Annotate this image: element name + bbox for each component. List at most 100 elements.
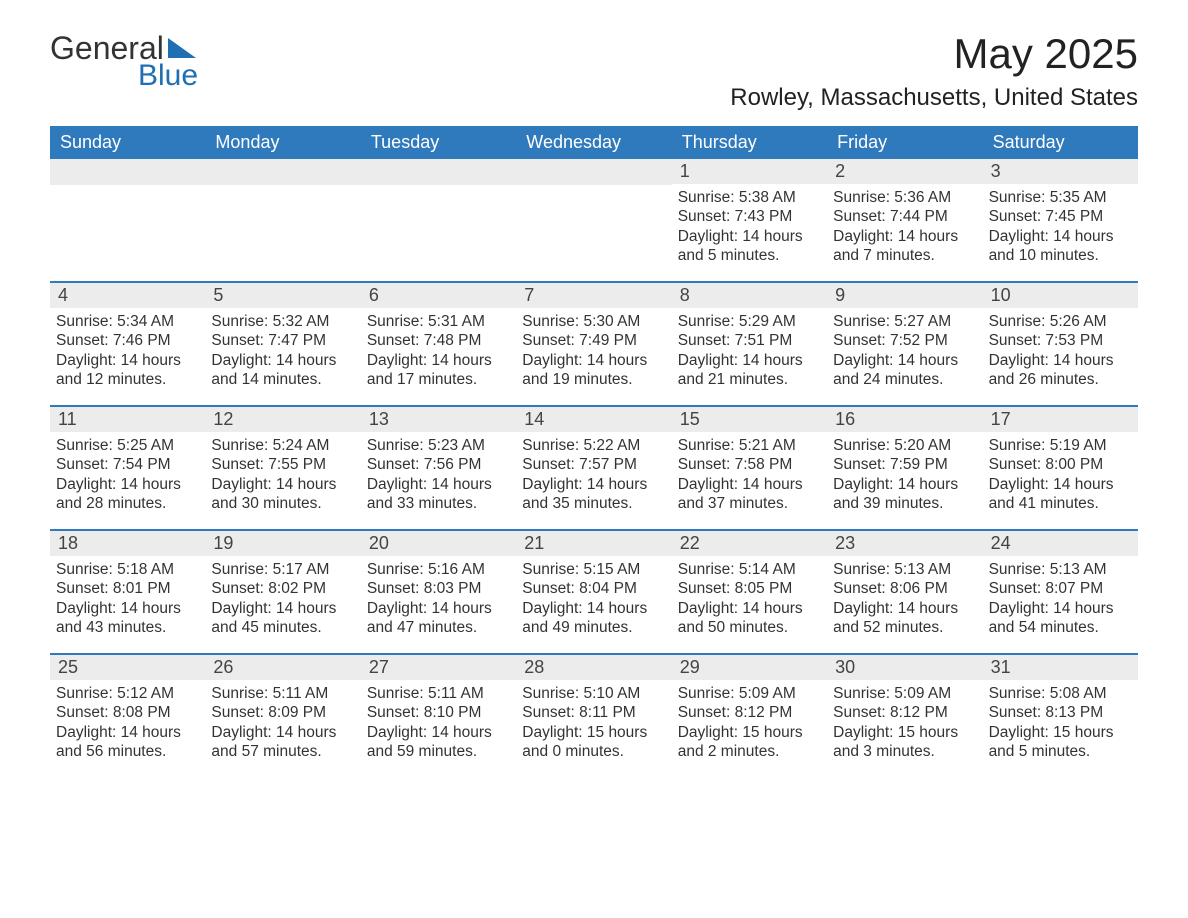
dow-cell: Tuesday xyxy=(361,126,516,159)
day-number: 10 xyxy=(983,283,1138,308)
day-cell: 16Sunrise: 5:20 AMSunset: 7:59 PMDayligh… xyxy=(827,407,982,529)
day-body: Sunrise: 5:16 AMSunset: 8:03 PMDaylight:… xyxy=(361,556,516,642)
sunset-text: Sunset: 7:47 PM xyxy=(211,331,354,350)
daylight-text: Daylight: 14 hours and 26 minutes. xyxy=(989,351,1132,390)
day-number: 29 xyxy=(672,655,827,680)
sunset-text: Sunset: 8:05 PM xyxy=(678,579,821,598)
day-number: 20 xyxy=(361,531,516,556)
daylight-text: Daylight: 14 hours and 47 minutes. xyxy=(367,599,510,638)
day-body: Sunrise: 5:12 AMSunset: 8:08 PMDaylight:… xyxy=(50,680,205,766)
day-number: 27 xyxy=(361,655,516,680)
daylight-text: Daylight: 14 hours and 5 minutes. xyxy=(678,227,821,266)
day-cell xyxy=(50,159,205,281)
daylight-text: Daylight: 14 hours and 59 minutes. xyxy=(367,723,510,762)
logo-word2: Blue xyxy=(138,59,198,93)
day-number: 8 xyxy=(672,283,827,308)
day-cell: 22Sunrise: 5:14 AMSunset: 8:05 PMDayligh… xyxy=(672,531,827,653)
day-body: Sunrise: 5:27 AMSunset: 7:52 PMDaylight:… xyxy=(827,308,982,394)
sunset-text: Sunset: 7:48 PM xyxy=(367,331,510,350)
day-body: Sunrise: 5:14 AMSunset: 8:05 PMDaylight:… xyxy=(672,556,827,642)
daylight-text: Daylight: 14 hours and 45 minutes. xyxy=(211,599,354,638)
sunset-text: Sunset: 8:03 PM xyxy=(367,579,510,598)
daylight-text: Daylight: 14 hours and 33 minutes. xyxy=(367,475,510,514)
day-cell: 19Sunrise: 5:17 AMSunset: 8:02 PMDayligh… xyxy=(205,531,360,653)
weeks-container: 1Sunrise: 5:38 AMSunset: 7:43 PMDaylight… xyxy=(50,159,1138,777)
day-of-week-header: SundayMondayTuesdayWednesdayThursdayFrid… xyxy=(50,126,1138,159)
day-cell: 27Sunrise: 5:11 AMSunset: 8:10 PMDayligh… xyxy=(361,655,516,777)
day-cell: 18Sunrise: 5:18 AMSunset: 8:01 PMDayligh… xyxy=(50,531,205,653)
sunset-text: Sunset: 8:11 PM xyxy=(522,703,665,722)
sunrise-text: Sunrise: 5:30 AM xyxy=(522,312,665,331)
day-body: Sunrise: 5:17 AMSunset: 8:02 PMDaylight:… xyxy=(205,556,360,642)
day-body: Sunrise: 5:23 AMSunset: 7:56 PMDaylight:… xyxy=(361,432,516,518)
day-cell: 29Sunrise: 5:09 AMSunset: 8:12 PMDayligh… xyxy=(672,655,827,777)
day-number: 30 xyxy=(827,655,982,680)
day-body: Sunrise: 5:30 AMSunset: 7:49 PMDaylight:… xyxy=(516,308,671,394)
day-number: 2 xyxy=(827,159,982,184)
sunset-text: Sunset: 7:54 PM xyxy=(56,455,199,474)
day-cell: 17Sunrise: 5:19 AMSunset: 8:00 PMDayligh… xyxy=(983,407,1138,529)
day-body: Sunrise: 5:38 AMSunset: 7:43 PMDaylight:… xyxy=(672,184,827,270)
month-title: May 2025 xyxy=(730,30,1138,78)
daylight-text: Daylight: 14 hours and 49 minutes. xyxy=(522,599,665,638)
day-cell: 5Sunrise: 5:32 AMSunset: 7:47 PMDaylight… xyxy=(205,283,360,405)
day-body: Sunrise: 5:26 AMSunset: 7:53 PMDaylight:… xyxy=(983,308,1138,394)
day-number: 3 xyxy=(983,159,1138,184)
day-body: Sunrise: 5:24 AMSunset: 7:55 PMDaylight:… xyxy=(205,432,360,518)
daylight-text: Daylight: 15 hours and 5 minutes. xyxy=(989,723,1132,762)
day-number: 23 xyxy=(827,531,982,556)
day-number: 28 xyxy=(516,655,671,680)
sunrise-text: Sunrise: 5:19 AM xyxy=(989,436,1132,455)
day-number: 15 xyxy=(672,407,827,432)
day-body: Sunrise: 5:11 AMSunset: 8:09 PMDaylight:… xyxy=(205,680,360,766)
sunset-text: Sunset: 8:12 PM xyxy=(833,703,976,722)
week-row: 25Sunrise: 5:12 AMSunset: 8:08 PMDayligh… xyxy=(50,653,1138,777)
sunrise-text: Sunrise: 5:11 AM xyxy=(367,684,510,703)
sunrise-text: Sunrise: 5:09 AM xyxy=(678,684,821,703)
day-number: 22 xyxy=(672,531,827,556)
day-number: 19 xyxy=(205,531,360,556)
day-body: Sunrise: 5:11 AMSunset: 8:10 PMDaylight:… xyxy=(361,680,516,766)
sunset-text: Sunset: 8:06 PM xyxy=(833,579,976,598)
week-row: 1Sunrise: 5:38 AMSunset: 7:43 PMDaylight… xyxy=(50,159,1138,281)
sunrise-text: Sunrise: 5:26 AM xyxy=(989,312,1132,331)
sunset-text: Sunset: 7:45 PM xyxy=(989,207,1132,226)
daylight-text: Daylight: 14 hours and 10 minutes. xyxy=(989,227,1132,266)
sunrise-text: Sunrise: 5:36 AM xyxy=(833,188,976,207)
day-number xyxy=(361,159,516,185)
daylight-text: Daylight: 14 hours and 24 minutes. xyxy=(833,351,976,390)
daylight-text: Daylight: 15 hours and 3 minutes. xyxy=(833,723,976,762)
day-cell: 6Sunrise: 5:31 AMSunset: 7:48 PMDaylight… xyxy=(361,283,516,405)
day-number: 31 xyxy=(983,655,1138,680)
day-number xyxy=(516,159,671,185)
dow-cell: Thursday xyxy=(672,126,827,159)
sunrise-text: Sunrise: 5:13 AM xyxy=(833,560,976,579)
daylight-text: Daylight: 14 hours and 17 minutes. xyxy=(367,351,510,390)
calendar: SundayMondayTuesdayWednesdayThursdayFrid… xyxy=(50,126,1138,777)
sunset-text: Sunset: 8:04 PM xyxy=(522,579,665,598)
day-number xyxy=(50,159,205,185)
sunrise-text: Sunrise: 5:11 AM xyxy=(211,684,354,703)
sunset-text: Sunset: 8:02 PM xyxy=(211,579,354,598)
day-number: 6 xyxy=(361,283,516,308)
sunrise-text: Sunrise: 5:24 AM xyxy=(211,436,354,455)
day-cell: 23Sunrise: 5:13 AMSunset: 8:06 PMDayligh… xyxy=(827,531,982,653)
daylight-text: Daylight: 14 hours and 7 minutes. xyxy=(833,227,976,266)
day-body: Sunrise: 5:35 AMSunset: 7:45 PMDaylight:… xyxy=(983,184,1138,270)
sunrise-text: Sunrise: 5:34 AM xyxy=(56,312,199,331)
daylight-text: Daylight: 15 hours and 0 minutes. xyxy=(522,723,665,762)
daylight-text: Daylight: 14 hours and 35 minutes. xyxy=(522,475,665,514)
daylight-text: Daylight: 14 hours and 30 minutes. xyxy=(211,475,354,514)
logo-triangle-icon xyxy=(168,38,196,58)
sunset-text: Sunset: 7:52 PM xyxy=(833,331,976,350)
day-cell: 20Sunrise: 5:16 AMSunset: 8:03 PMDayligh… xyxy=(361,531,516,653)
day-cell: 30Sunrise: 5:09 AMSunset: 8:12 PMDayligh… xyxy=(827,655,982,777)
sunset-text: Sunset: 7:51 PM xyxy=(678,331,821,350)
day-body: Sunrise: 5:31 AMSunset: 7:48 PMDaylight:… xyxy=(361,308,516,394)
sunrise-text: Sunrise: 5:22 AM xyxy=(522,436,665,455)
day-number: 16 xyxy=(827,407,982,432)
sunrise-text: Sunrise: 5:23 AM xyxy=(367,436,510,455)
day-cell: 26Sunrise: 5:11 AMSunset: 8:09 PMDayligh… xyxy=(205,655,360,777)
day-cell: 3Sunrise: 5:35 AMSunset: 7:45 PMDaylight… xyxy=(983,159,1138,281)
day-cell: 13Sunrise: 5:23 AMSunset: 7:56 PMDayligh… xyxy=(361,407,516,529)
